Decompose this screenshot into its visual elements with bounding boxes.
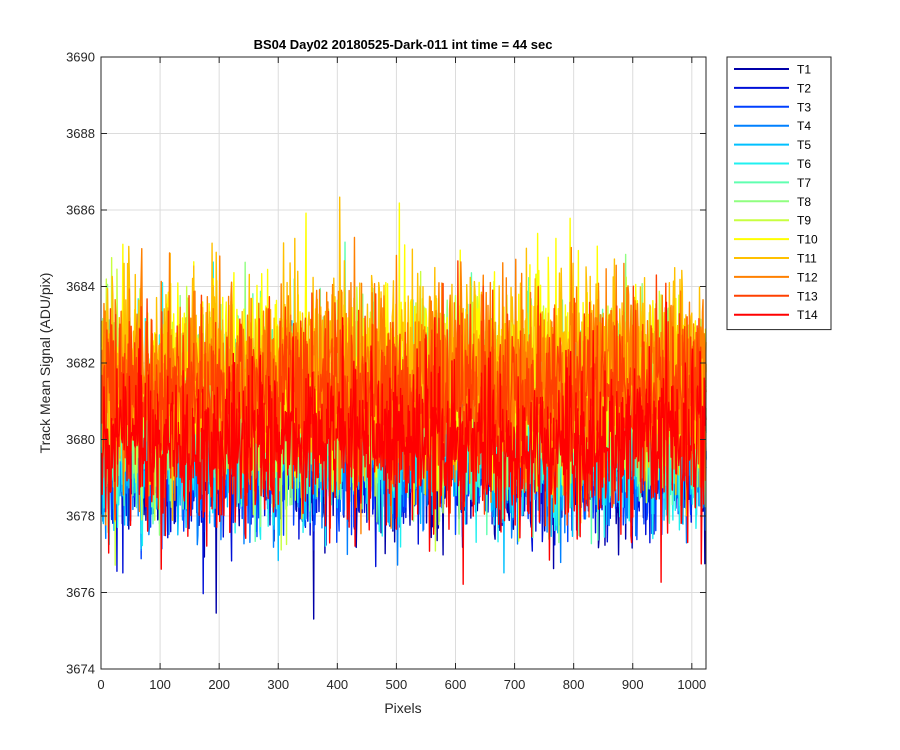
x-tick-label: 600 (445, 677, 467, 692)
y-tick-label: 3682 (66, 356, 95, 371)
x-tick-label: 200 (208, 677, 230, 692)
y-tick-label: 3680 (66, 432, 95, 447)
legend-box (726, 56, 832, 331)
legend-label: T10 (797, 233, 818, 247)
legend-item-t13[interactable]: T13 (734, 289, 818, 303)
y-tick-label: 3690 (66, 50, 95, 65)
y-tick-label: 3676 (66, 585, 95, 600)
x-tick-label: 100 (149, 677, 171, 692)
legend-label: T7 (797, 176, 811, 190)
legend-item-t2[interactable]: T2 (734, 81, 811, 95)
legend-item-t6[interactable]: T6 (734, 157, 811, 171)
legend-item-t1[interactable]: T1 (734, 63, 811, 77)
legend-label: T11 (797, 252, 817, 266)
legend-label: T14 (797, 308, 818, 322)
series-line-t14 (100, 301, 707, 585)
y-tick-label: 3688 (66, 126, 95, 141)
legend-item-t10[interactable]: T10 (734, 233, 818, 247)
y-tick-label: 3686 (66, 203, 95, 218)
y-tick-label: 3678 (66, 509, 95, 524)
legend-label: T9 (797, 214, 811, 228)
legend[interactable]: T1 T2 T3 T4 T5 T6 T7 T8 T9 T10 T11 T12 T13 T14 (726, 56, 832, 331)
x-axis-title: Pixels (384, 700, 421, 716)
legend-item-t3[interactable]: T3 (734, 100, 811, 114)
x-tick-label: 500 (386, 677, 408, 692)
legend-item-t9[interactable]: T9 (734, 214, 811, 228)
legend-label: T4 (797, 119, 811, 133)
legend-label: T2 (797, 81, 811, 95)
chart-title: BS04 Day02 20180525-Dark-011 int time = … (254, 37, 553, 52)
legend-label: T6 (797, 157, 811, 171)
x-tick-label: 700 (504, 677, 526, 692)
series-lines (100, 196, 707, 620)
legend-label: T3 (797, 100, 811, 114)
legend-item-t14[interactable]: T14 (734, 308, 818, 322)
legend-label: T1 (797, 63, 811, 77)
x-tick-label: 900 (622, 677, 644, 692)
legend-label: T8 (797, 195, 811, 209)
legend-item-t12[interactable]: T12 (734, 270, 818, 284)
x-tick-label: 400 (326, 677, 348, 692)
legend-item-t11[interactable]: T11 (734, 252, 817, 266)
x-tick-label: 1000 (677, 677, 706, 692)
legend-item-t5[interactable]: T5 (734, 138, 811, 152)
axes: 0 100 200 300 400 500 600 700 800 900 1000 3674 3676… (66, 50, 707, 692)
y-tick-label: 3684 (66, 279, 95, 294)
y-tick-label: 3674 (66, 662, 95, 677)
legend-label: T5 (797, 138, 811, 152)
legend-label: T13 (797, 289, 818, 303)
y-axis-title: Track Mean Signal (ADU/pix) (37, 273, 53, 454)
legend-item-t8[interactable]: T8 (734, 195, 811, 209)
legend-label: T12 (797, 270, 818, 284)
legend-item-t4[interactable]: T4 (734, 119, 811, 133)
x-tick-label: 300 (267, 677, 289, 692)
legend-item-t7[interactable]: T7 (734, 176, 811, 190)
x-tick-label: 0 (97, 677, 104, 692)
x-tick-label: 800 (563, 677, 585, 692)
